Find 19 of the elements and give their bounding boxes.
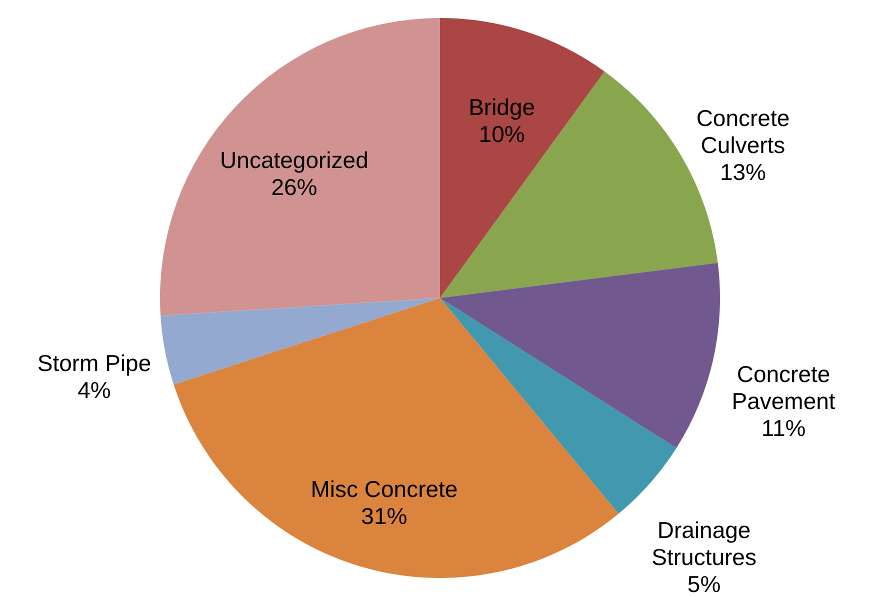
- data-label: 11%: [761, 414, 806, 441]
- data-label: 10%: [478, 120, 525, 147]
- data-label: 4%: [78, 376, 111, 403]
- data-label: 5%: [687, 570, 721, 596]
- data-label: 26%: [271, 174, 318, 200]
- slice-label: Concrete Pavement: [732, 360, 836, 414]
- slice-label: Storm Pipe: [37, 350, 152, 376]
- pie-slice: [174, 298, 618, 578]
- pie-slice: [440, 18, 605, 298]
- slice-label: Misc Concrete: [310, 476, 458, 502]
- slice-label: Uncategorized: [220, 147, 368, 174]
- slice-label: Concrete Culverts: [696, 104, 790, 158]
- pie-slice: [160, 18, 440, 316]
- pie-slice: [440, 262, 720, 448]
- data-label: 13%: [720, 158, 766, 185]
- pie-slice: [160, 298, 440, 385]
- slice-label: Bridge: [468, 94, 536, 120]
- data-label: 31%: [361, 503, 408, 530]
- slice-label: Drainage Structures: [652, 516, 756, 570]
